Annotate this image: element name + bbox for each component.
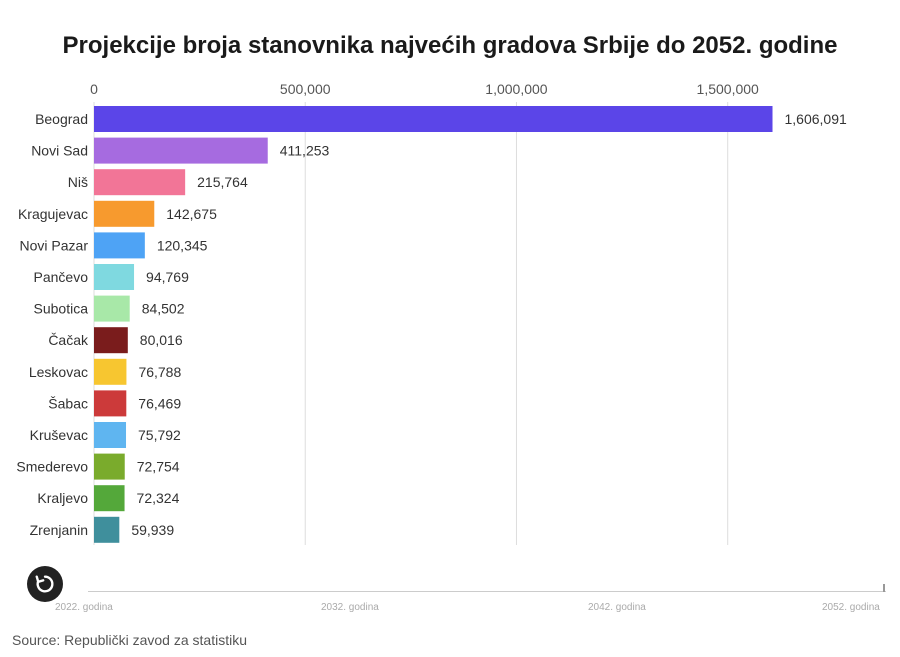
bars: Beograd 1,606,091 Novi Sad 411,253 Niš 215,76… [16,106,847,543]
value-label: 76,469 [138,395,181,411]
value-label: 84,502 [142,301,185,317]
category-label: Kruševac [30,427,88,443]
bar[interactable] [94,295,130,322]
bar[interactable] [94,390,127,417]
x-tick-label: 1,500,000 [697,81,759,97]
value-label: 80,016 [140,332,183,348]
category-label: Beograd [35,111,88,127]
timeline-handle[interactable] [883,584,885,592]
value-label: 215,764 [197,174,248,190]
chart-title: Projekcije broja stanovnika najvećih gra… [62,32,838,59]
category-label: Kragujevac [18,206,88,222]
category-label: Novi Sad [31,143,88,159]
bar[interactable] [94,232,145,259]
bar[interactable] [94,422,127,448]
timeline-label-2022[interactable]: 2022. godina [55,602,113,613]
bar[interactable] [94,264,135,290]
bar[interactable] [94,169,186,196]
source-note: Source: Republički zavod za statistiku [12,632,247,648]
category-label: Subotica [34,301,89,317]
bar[interactable] [94,200,155,227]
bar[interactable] [94,137,268,164]
category-label: Leskovac [29,364,88,380]
value-label: 120,345 [157,237,208,253]
category-label: Smederevo [16,459,88,475]
bar[interactable] [94,106,773,132]
bar[interactable] [94,485,125,512]
value-label: 76,788 [138,364,181,380]
timeline-label-2052[interactable]: 2052. godina [822,602,880,613]
category-label: Zrenjanin [30,522,88,538]
category-label: Čačak [48,332,89,348]
replay-button[interactable] [27,566,63,602]
x-tick-label: 1,000,000 [485,81,547,97]
category-label: Šabac [48,395,88,411]
replay-icon [35,575,54,593]
grid-lines [93,102,729,545]
timeline-track[interactable] [88,591,886,592]
category-label: Novi Pazar [20,237,89,253]
value-label: 142,675 [166,206,217,222]
value-label: 72,754 [137,459,180,475]
bar[interactable] [94,516,120,543]
value-label: 59,939 [131,522,174,538]
category-label: Pančevo [34,269,89,285]
x-tick-label: 500,000 [280,81,331,97]
x-axis-ticks: 0 500,000 1,000,000 1,500,000 [90,81,759,97]
timeline-label-2032[interactable]: 2032. godina [321,602,379,613]
bar[interactable] [94,327,128,354]
category-label: Kraljevo [37,490,88,506]
category-label: Niš [68,174,88,190]
bar[interactable] [94,453,125,480]
value-label: 72,324 [137,490,180,506]
value-label: 94,769 [146,269,189,285]
value-label: 1,606,091 [785,111,847,127]
bar[interactable] [94,358,127,385]
value-label: 75,792 [138,427,181,443]
value-label: 411,253 [280,143,330,159]
timeline-label-2042[interactable]: 2042. godina [588,602,646,613]
x-tick-label: 0 [90,81,98,97]
